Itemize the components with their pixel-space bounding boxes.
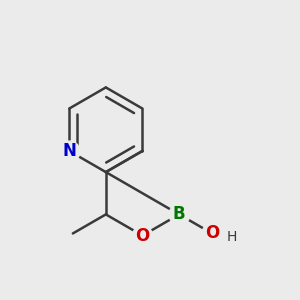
Text: N: N: [62, 142, 76, 160]
Text: H: H: [227, 230, 237, 244]
Text: O: O: [205, 224, 219, 242]
Text: O: O: [135, 226, 150, 244]
Text: B: B: [173, 206, 185, 224]
